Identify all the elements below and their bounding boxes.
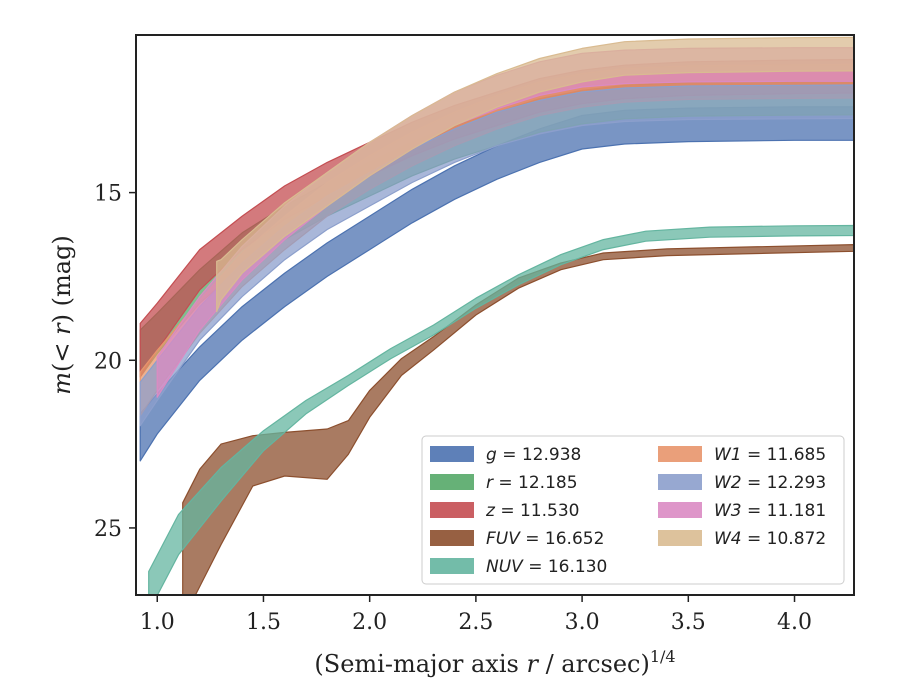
legend-item-nuv: NUV = 16.130: [430, 557, 607, 577]
series-band-nuv: [148, 224, 854, 595]
y-axis-title: m(< r) (mag): [48, 235, 76, 395]
series-band-w4: [216, 36, 854, 313]
legend-label: z = 11.530: [485, 501, 579, 521]
legend-swatch: [430, 530, 474, 546]
x-tick-label: 3.0: [565, 610, 600, 635]
series-band-g: [139, 106, 854, 462]
ticks-layer: 1.0 1.5 2.0 2.5 3.0 3.5 4.0 15 20 25: [94, 182, 812, 635]
legend-swatch: [658, 474, 702, 490]
y-tick-label: 20: [94, 349, 122, 374]
legend-label: W4 = 10.872: [714, 529, 826, 549]
legend-item-g: g = 12.938: [430, 445, 581, 465]
series-layer: [139, 36, 854, 595]
legend-swatch: [658, 502, 702, 518]
legend-item-r: r = 12.185: [430, 473, 578, 493]
legend-item-w4: W4 = 10.872: [658, 529, 826, 549]
y-tick-label: 15: [94, 182, 122, 207]
legend-item-w2: W2 = 12.293: [658, 473, 826, 493]
legend-swatch: [430, 502, 474, 518]
legend-box: [421, 435, 845, 585]
y-tick-label: 25: [94, 517, 122, 542]
legend-swatch: [430, 558, 474, 574]
legend-swatch: [430, 446, 474, 462]
x-tick-label: 1.5: [246, 610, 281, 635]
legend-label: r = 12.185: [486, 473, 578, 493]
x-tick-label: 2.5: [458, 610, 493, 635]
legend-swatch: [658, 530, 702, 546]
legend-label: W1 = 11.685: [714, 445, 826, 465]
legend: g = 12.938 r = 12.185 z = 11.530 FUV = 16.6…: [421, 435, 845, 585]
legend-label: W3 = 11.181: [714, 501, 826, 521]
x-tick-label: 1.0: [140, 610, 175, 635]
plot-frame: [135, 34, 855, 596]
legend-label: FUV = 16.652: [486, 529, 604, 549]
legend-item-z: z = 11.530: [430, 501, 579, 521]
x-tick-label: 2.0: [352, 610, 387, 635]
legend-item-w1: W1 = 11.685: [658, 445, 826, 465]
legend-label: NUV = 16.130: [486, 557, 607, 577]
legend-label: W2 = 12.293: [714, 473, 826, 493]
x-axis-title: (Semi-major axis r / arcsec)1/4: [314, 647, 675, 678]
x-tick-label: 4.0: [777, 610, 812, 635]
x-tick-label: 3.5: [671, 610, 706, 635]
legend-swatch: [658, 446, 702, 462]
legend-label: g = 12.938: [486, 445, 581, 465]
legend-item-fuv: FUV = 16.652: [430, 529, 604, 549]
legend-item-w3: W3 = 11.181: [658, 501, 826, 521]
legend-swatch: [430, 474, 474, 490]
series-band-fuv: [182, 244, 854, 595]
